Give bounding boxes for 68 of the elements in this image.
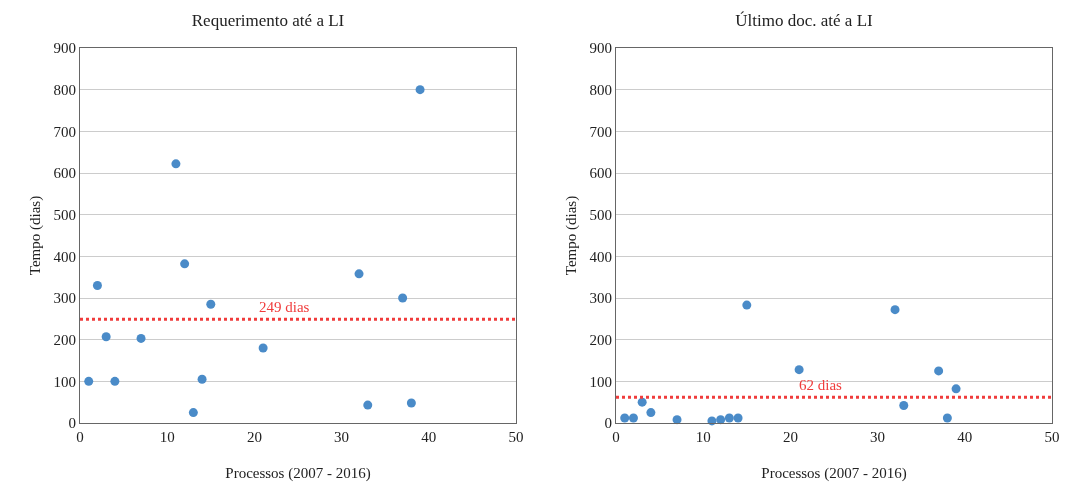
point — [724, 413, 734, 423]
point — [716, 415, 726, 425]
y-tick-label: 900 — [589, 40, 612, 57]
x-tick-label: 30 — [334, 429, 350, 445]
y-tick-label: 900 — [53, 40, 76, 57]
y-tick-label: 500 — [53, 206, 76, 223]
point — [899, 401, 909, 410]
y-tick-label: 100 — [589, 373, 612, 390]
point — [354, 269, 364, 279]
y-tick-label: 700 — [53, 123, 76, 140]
y-tick-label: 300 — [589, 290, 612, 307]
y-tick-label: 0 — [68, 415, 76, 432]
point — [136, 333, 146, 343]
y-tick-label: 700 — [589, 123, 612, 140]
y-tick-label: 600 — [53, 165, 76, 182]
point — [101, 332, 111, 342]
point — [206, 299, 216, 309]
x-tick-label: 40 — [957, 429, 973, 445]
chart-title: Requerimento até a LI — [191, 11, 345, 31]
point — [942, 413, 952, 423]
point — [733, 413, 743, 423]
point — [406, 398, 416, 408]
y-tick-label: 600 — [589, 165, 612, 182]
y-tick-label: 400 — [589, 248, 612, 265]
point — [197, 374, 207, 384]
point — [92, 281, 102, 290]
ref-line-label: 62 dias — [799, 377, 843, 393]
x-tick-label: 50 — [1044, 429, 1060, 445]
point — [171, 159, 181, 169]
point — [363, 400, 373, 410]
y-tick-label: 800 — [589, 81, 612, 98]
point — [951, 384, 961, 394]
point — [84, 376, 94, 386]
point — [180, 259, 190, 269]
point — [110, 376, 120, 386]
x-tick-label: 10 — [159, 429, 175, 445]
y-tick-label: 100 — [53, 373, 76, 390]
x-tick-label: 20 — [246, 429, 262, 445]
point — [742, 300, 752, 310]
point — [794, 365, 804, 375]
x-axis-title: Processos (2007 - 2016) — [761, 465, 907, 482]
y-tick-label: 200 — [53, 331, 76, 348]
point — [620, 413, 630, 423]
point — [637, 397, 647, 407]
x-tick-label: 50 — [508, 429, 524, 445]
y-axis-title: Tempo (dias) — [563, 195, 580, 276]
ref-line-label: 249 dias — [259, 299, 310, 315]
point — [890, 305, 900, 315]
y-tick-label: 400 — [53, 248, 76, 265]
point — [188, 408, 198, 418]
x-tick-label: 30 — [870, 429, 886, 445]
x-tick-label: 10 — [695, 429, 711, 445]
point — [258, 343, 268, 353]
y-tick-label: 300 — [53, 290, 76, 307]
chart-title: Último doc. até a LI — [735, 11, 874, 31]
x-axis-title: Processos (2007 - 2016) — [225, 465, 371, 482]
point — [646, 408, 656, 418]
point — [934, 366, 944, 376]
y-tick-label: 500 — [589, 206, 612, 223]
y-axis-title: Tempo (dias) — [27, 195, 44, 276]
x-tick-label: 20 — [782, 429, 798, 445]
point — [398, 293, 408, 303]
y-tick-label: 800 — [53, 81, 76, 98]
y-tick-label: 200 — [589, 331, 612, 348]
y-tick-label: 0 — [604, 415, 612, 432]
point — [628, 413, 638, 423]
x-tick-label: 40 — [421, 429, 437, 445]
point — [415, 85, 425, 95]
